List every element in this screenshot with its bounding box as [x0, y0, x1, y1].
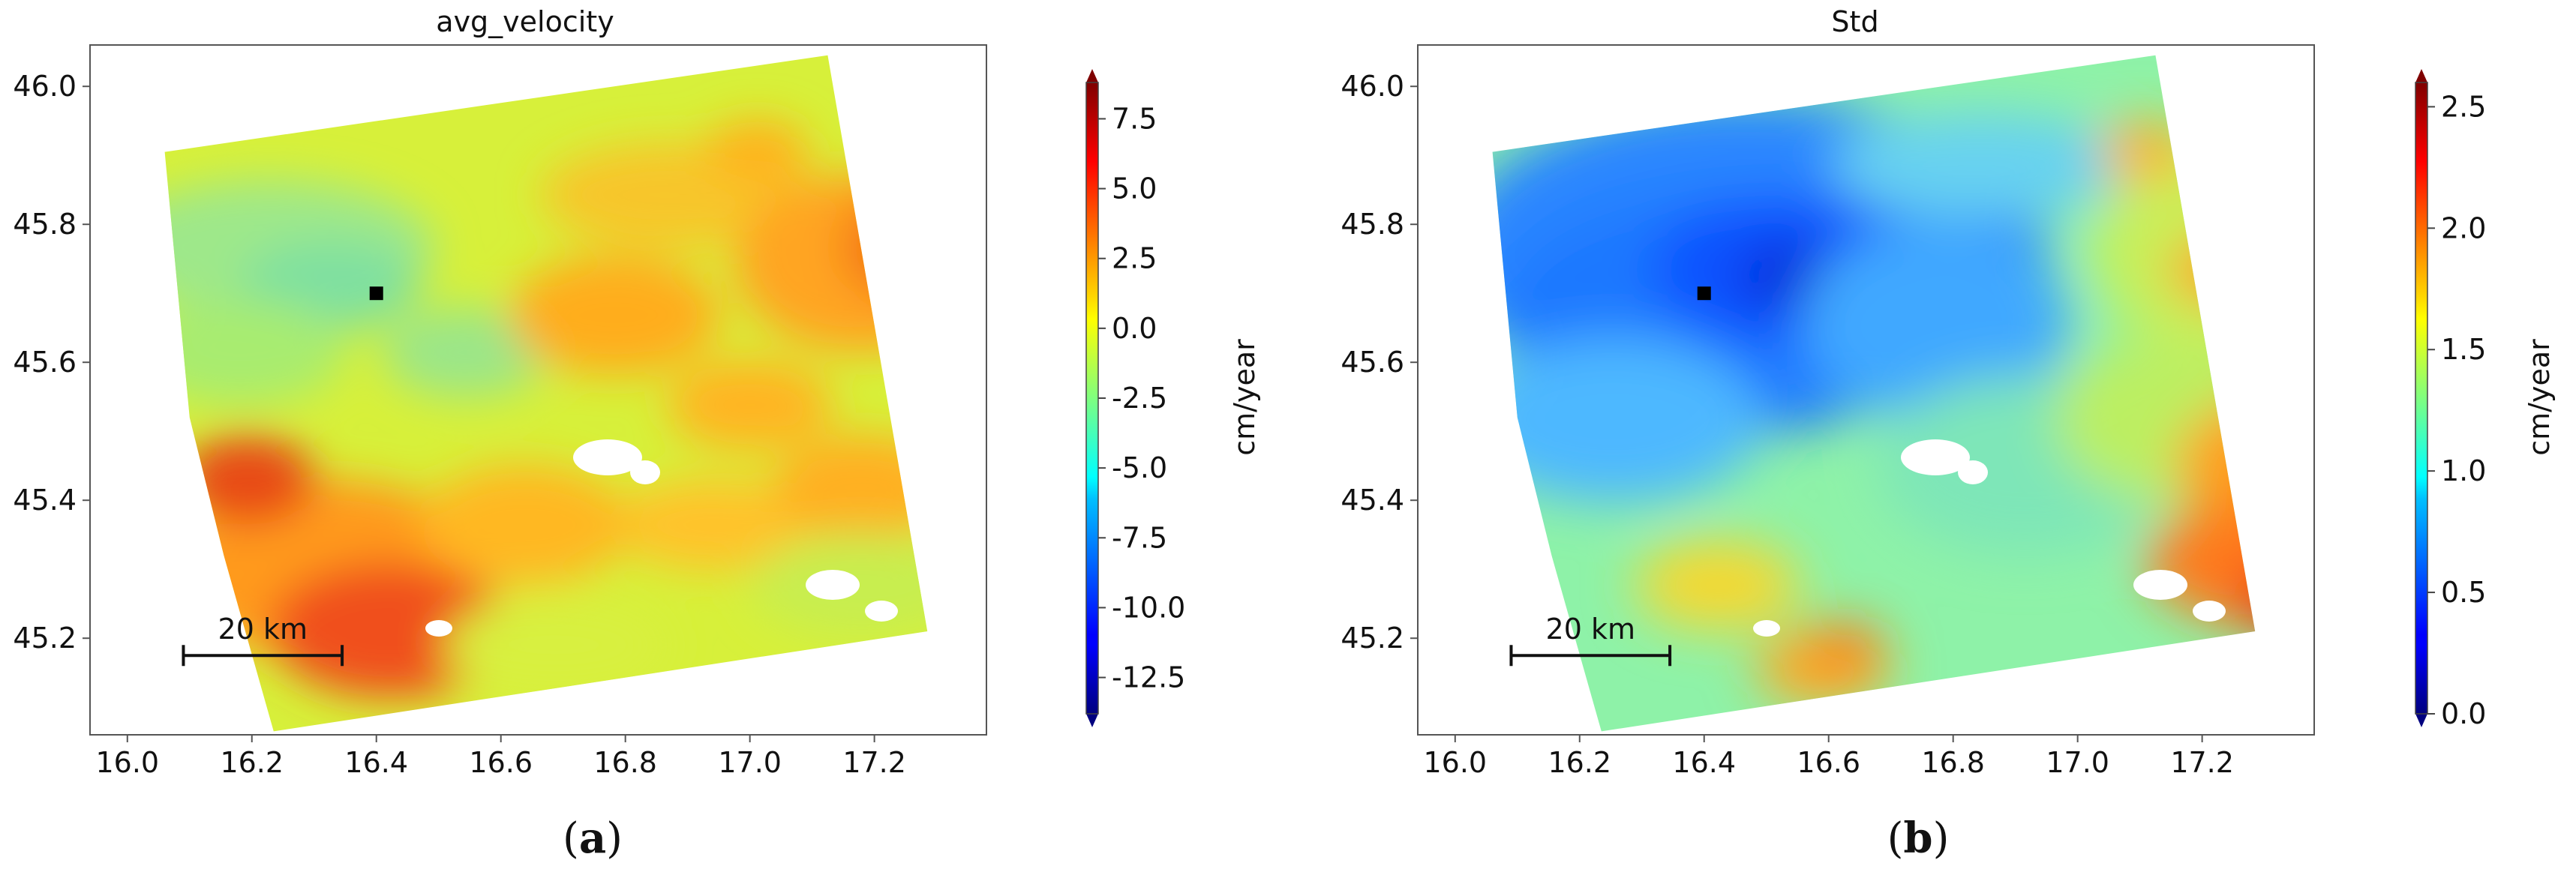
panel-b-colorbar-gradient [2415, 82, 2428, 715]
panel-a-y-tick-label: 45.4 [13, 484, 77, 517]
panel-b-colorbar-tick-label: 2.0 [2441, 211, 2486, 244]
panel-a-y-tick-label: 45.2 [13, 622, 77, 655]
panel-b-nodata [1753, 439, 2226, 637]
panel-b-colorbar-extend-top [2415, 69, 2427, 82]
panel-a-colorbar-extend-top [1086, 69, 1098, 82]
panel-a-colorbar-tick-label: -10.0 [1112, 591, 1185, 624]
panel-a-colorbar-tick-label: 2.5 [1112, 242, 1157, 275]
panel-a-nodata [425, 439, 898, 637]
panel-b-x-tick-label: 17.0 [2046, 746, 2109, 779]
panel-a-title: avg_velocity [436, 5, 614, 38]
panel-a-raster [164, 55, 928, 732]
panel-b-colorbar-ticks: 2.5 2.0 1.5 1.0 0.5 0.0 [2427, 90, 2486, 730]
panel-b-colorbar: 2.5 2.0 1.5 1.0 0.5 0.0 cm/year [2415, 69, 2556, 730]
panel-b-y-ticks: 45.2 45.4 45.6 45.8 46.0 [1341, 70, 1418, 655]
panel-a-colorbar-tick-label: 0.0 [1112, 312, 1157, 345]
panel-a-axes-frame [89, 44, 987, 736]
panel-b-colorbar-tick-label: 2.5 [2441, 90, 2486, 123]
panel-a-colorbar-tick-label: -12.5 [1112, 661, 1185, 694]
panel-b-colorbar-tick-label: 1.5 [2441, 333, 2486, 366]
panel-a-caption: (a) [563, 814, 623, 863]
panel-a-x-tick-label: 16.4 [344, 746, 408, 779]
panel-a-colorbar-tick-label: 5.0 [1112, 172, 1157, 205]
panel-b-scalebar: 20 km [1509, 613, 1672, 667]
panel-a-colorbar: 7.5 5.0 2.5 0.0 -2.5 -5.0 -7.5 -10.0 -12.5 cm/ye… [1085, 69, 1261, 727]
panel-a-marker [369, 286, 383, 301]
panel-a-colorbar-gradient [1085, 82, 1099, 715]
panel-b-y-tick-label: 45.6 [1341, 346, 1404, 379]
panel-b-x-tick-label: 16.4 [1672, 746, 1736, 779]
panel-a-y-tick-label: 45.8 [13, 208, 77, 241]
panel-a-x-tick-label: 16.6 [469, 746, 533, 779]
panel-b-colorbar-tick-label: 0.0 [2441, 697, 2486, 730]
panel-a-colorbar-tick-label: -7.5 [1112, 521, 1167, 554]
panel-a-x-tick-label: 16.0 [95, 746, 159, 779]
panel-a-scalebar: 20 km [182, 613, 344, 667]
panel-a-colorbar-tick-label: 7.5 [1112, 102, 1157, 135]
panel-b-y-tick-label: 45.4 [1341, 484, 1404, 517]
panel-b-x-tick-label: 16.2 [1548, 746, 1611, 779]
panel-b-x-tick-label: 16.6 [1797, 746, 1860, 779]
panel-a-colorbar-tick-label: -5.0 [1112, 451, 1167, 484]
panel-b-colorbar-tick-label: 1.0 [2441, 454, 2486, 487]
panel-a-colorbar-ticks: 7.5 5.0 2.5 0.0 -2.5 -5.0 -7.5 -10.0 -12.5 [1098, 102, 1185, 694]
panel-a-y-tick-label: 46.0 [13, 70, 77, 103]
panel-b-x-tick-label: 17.2 [2170, 746, 2234, 779]
panel-b-x-ticks: 16.0 16.2 16.4 16.6 16.8 17.0 17.2 [1423, 735, 2234, 779]
panel-a-colorbar-tick-label: -2.5 [1112, 382, 1167, 415]
panel-b-x-tick-label: 16.0 [1423, 746, 1487, 779]
panel-a-x-tick-label: 17.2 [842, 746, 906, 779]
panel-a-x-tick-label: 17.0 [718, 746, 782, 779]
panel-b-scalebar-label: 20 km [1546, 613, 1635, 646]
panel-a-scalebar-label: 20 km [218, 613, 308, 646]
panel-b-y-tick-label: 45.2 [1341, 622, 1404, 655]
panel-a-colorbar-label: cm/year [1228, 339, 1261, 456]
panel-a-x-tick-label: 16.8 [593, 746, 657, 779]
panel-a-scalebar-line [182, 645, 344, 667]
panel-a: avg_velocity [13, 5, 1261, 863]
panel-a-x-tick-label: 16.2 [220, 746, 284, 779]
panel-b-colorbar-tick-label: 0.5 [2441, 576, 2486, 609]
panel-b-caption: (b) [1887, 814, 1950, 863]
panel-b-axes-frame [1417, 44, 2315, 736]
panel-a-y-ticks: 45.2 45.4 45.6 45.8 46.0 [13, 70, 90, 655]
panel-b-colorbar-extend-bottom [2415, 714, 2427, 727]
panel-a-x-ticks: 16.0 16.2 16.4 16.6 16.8 17.0 17.2 [95, 735, 906, 779]
panel-b-y-tick-label: 46.0 [1341, 70, 1404, 103]
panel-b-marker [1697, 286, 1711, 301]
panel-b-colorbar-label: cm/year [2523, 339, 2556, 456]
panel-b-y-tick-label: 45.8 [1341, 208, 1404, 241]
panel-b-raster [1492, 55, 2256, 732]
panel-b-title: Std [1831, 5, 1878, 38]
panel-b-scalebar-line [1509, 645, 1672, 667]
panel-a-colorbar-extend-bottom [1086, 714, 1098, 727]
panel-b-x-tick-label: 16.8 [1921, 746, 1985, 779]
panel-a-y-tick-label: 45.6 [13, 346, 77, 379]
panel-b: Std [1341, 5, 2556, 863]
